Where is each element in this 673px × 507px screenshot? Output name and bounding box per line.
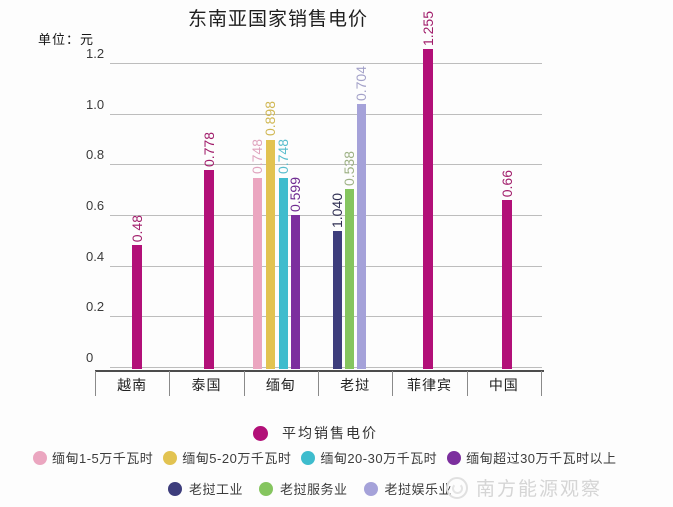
y-tick-label: 1.0 bbox=[86, 96, 105, 112]
bar bbox=[252, 177, 262, 369]
legend-dot bbox=[33, 450, 47, 465]
x-axis-tick bbox=[243, 371, 245, 396]
legend-item-label: 缅甸5-20万千瓦时 bbox=[182, 451, 292, 466]
legend-item: 平均销售电价 bbox=[253, 423, 378, 443]
watermark-logo-icon bbox=[446, 476, 468, 499]
y-tick-label: 0.8 bbox=[86, 147, 105, 163]
x-axis-tick bbox=[95, 371, 96, 396]
legend-item-label: 老挝娱乐业 bbox=[384, 482, 453, 497]
legend-dot bbox=[253, 425, 268, 441]
bar bbox=[278, 177, 288, 369]
x-category-label: 缅甸 bbox=[265, 377, 296, 393]
x-axis-line bbox=[95, 370, 544, 372]
bar bbox=[423, 49, 433, 369]
bar-value-label: 0.704 bbox=[353, 65, 369, 101]
x-axis-tick bbox=[318, 371, 319, 396]
watermark: 南方能源观察 bbox=[446, 474, 602, 501]
x-axis-tick bbox=[466, 371, 468, 396]
x-axis-tick bbox=[169, 371, 171, 396]
bar-value-label: 0.778 bbox=[201, 131, 217, 167]
y-gridline bbox=[110, 113, 542, 115]
legend-item-label: 老挝工业 bbox=[189, 482, 244, 497]
bar-value-label: 0.48 bbox=[129, 215, 145, 243]
bar-value-label: 1.040 bbox=[329, 192, 345, 228]
legend-item: 老挝工业 bbox=[168, 479, 243, 498]
bar bbox=[290, 215, 300, 369]
x-axis-tick bbox=[392, 371, 394, 396]
legend-row: 老挝工业 老挝服务业 老挝娱乐业 bbox=[168, 479, 452, 498]
bar bbox=[204, 169, 214, 369]
bar-value-label: 0.538 bbox=[341, 150, 357, 186]
bar bbox=[332, 230, 342, 369]
y-gridline bbox=[110, 265, 542, 267]
bar bbox=[132, 245, 142, 369]
y-gridline bbox=[110, 63, 542, 64]
bar bbox=[265, 139, 275, 369]
bar bbox=[344, 188, 354, 369]
legend-item: 缅甸1-5万千瓦时 bbox=[33, 448, 153, 467]
y-gridline bbox=[110, 164, 542, 166]
y-gridline bbox=[110, 367, 542, 368]
y-tick-label: 1.2 bbox=[86, 46, 105, 61]
legend-item-label: 老挝服务业 bbox=[280, 482, 348, 497]
y-tick-label: 0.4 bbox=[86, 248, 105, 264]
bar-value-label: 0.748 bbox=[249, 139, 265, 175]
legend-item: 缅甸超过30万千瓦时以上 bbox=[447, 448, 616, 467]
legend-item: 缅甸5-20万千瓦时 bbox=[163, 448, 291, 467]
legend-dot bbox=[447, 450, 462, 465]
y-gridline bbox=[110, 316, 542, 318]
bar bbox=[502, 199, 512, 369]
x-category-label: 泰国 bbox=[191, 377, 222, 393]
bar-value-label: 0.66 bbox=[499, 169, 515, 197]
legend-row: 缅甸1-5万千瓦时 缅甸5-20万千瓦时 缅甸20-30万千瓦时 缅甸超过30万千瓦时… bbox=[33, 448, 617, 467]
chart-title: 东南亚国家销售电价 bbox=[188, 9, 369, 30]
legend-dot bbox=[301, 450, 316, 465]
bar-value-label: 1.255 bbox=[420, 11, 436, 47]
x-category-label: 菲律宾 bbox=[406, 377, 452, 393]
bar bbox=[356, 103, 366, 369]
legend-item-label: 缅甸20-30万千瓦时 bbox=[320, 451, 438, 466]
x-category-label: 老挝 bbox=[340, 377, 371, 393]
x-axis-tick bbox=[541, 371, 542, 396]
watermark-text: 南方能源观察 bbox=[476, 479, 603, 500]
legend-dot bbox=[168, 481, 182, 496]
bar-value-label: 0.898 bbox=[262, 101, 278, 137]
bar-value-label: 0.748 bbox=[275, 139, 291, 175]
legend-dot bbox=[259, 481, 274, 496]
bar-value-label: 0.599 bbox=[287, 177, 303, 213]
y-tick-label: 0.6 bbox=[86, 198, 105, 213]
legend-item-label: 缅甸1-5万千瓦时 bbox=[52, 451, 154, 466]
y-tick-label: 0 bbox=[86, 350, 94, 365]
legend-item: 缅甸20-30万千瓦时 bbox=[301, 448, 437, 467]
legend-dot bbox=[363, 481, 378, 496]
legend-row: 平均销售电价 bbox=[253, 423, 378, 443]
legend-dot bbox=[163, 450, 178, 465]
legend-item: 老挝娱乐业 bbox=[363, 479, 453, 498]
legend-item-label: 平均销售电价 bbox=[282, 425, 378, 441]
legend-item-label: 缅甸超过30万千瓦时以上 bbox=[466, 451, 617, 466]
y-gridline bbox=[110, 215, 542, 216]
x-category-label: 中国 bbox=[488, 377, 519, 393]
y-tick-label: 0.2 bbox=[86, 299, 105, 315]
legend-item: 老挝服务业 bbox=[259, 479, 348, 498]
x-category-label: 越南 bbox=[117, 377, 148, 393]
unit-label: 单位：元 bbox=[38, 32, 95, 47]
